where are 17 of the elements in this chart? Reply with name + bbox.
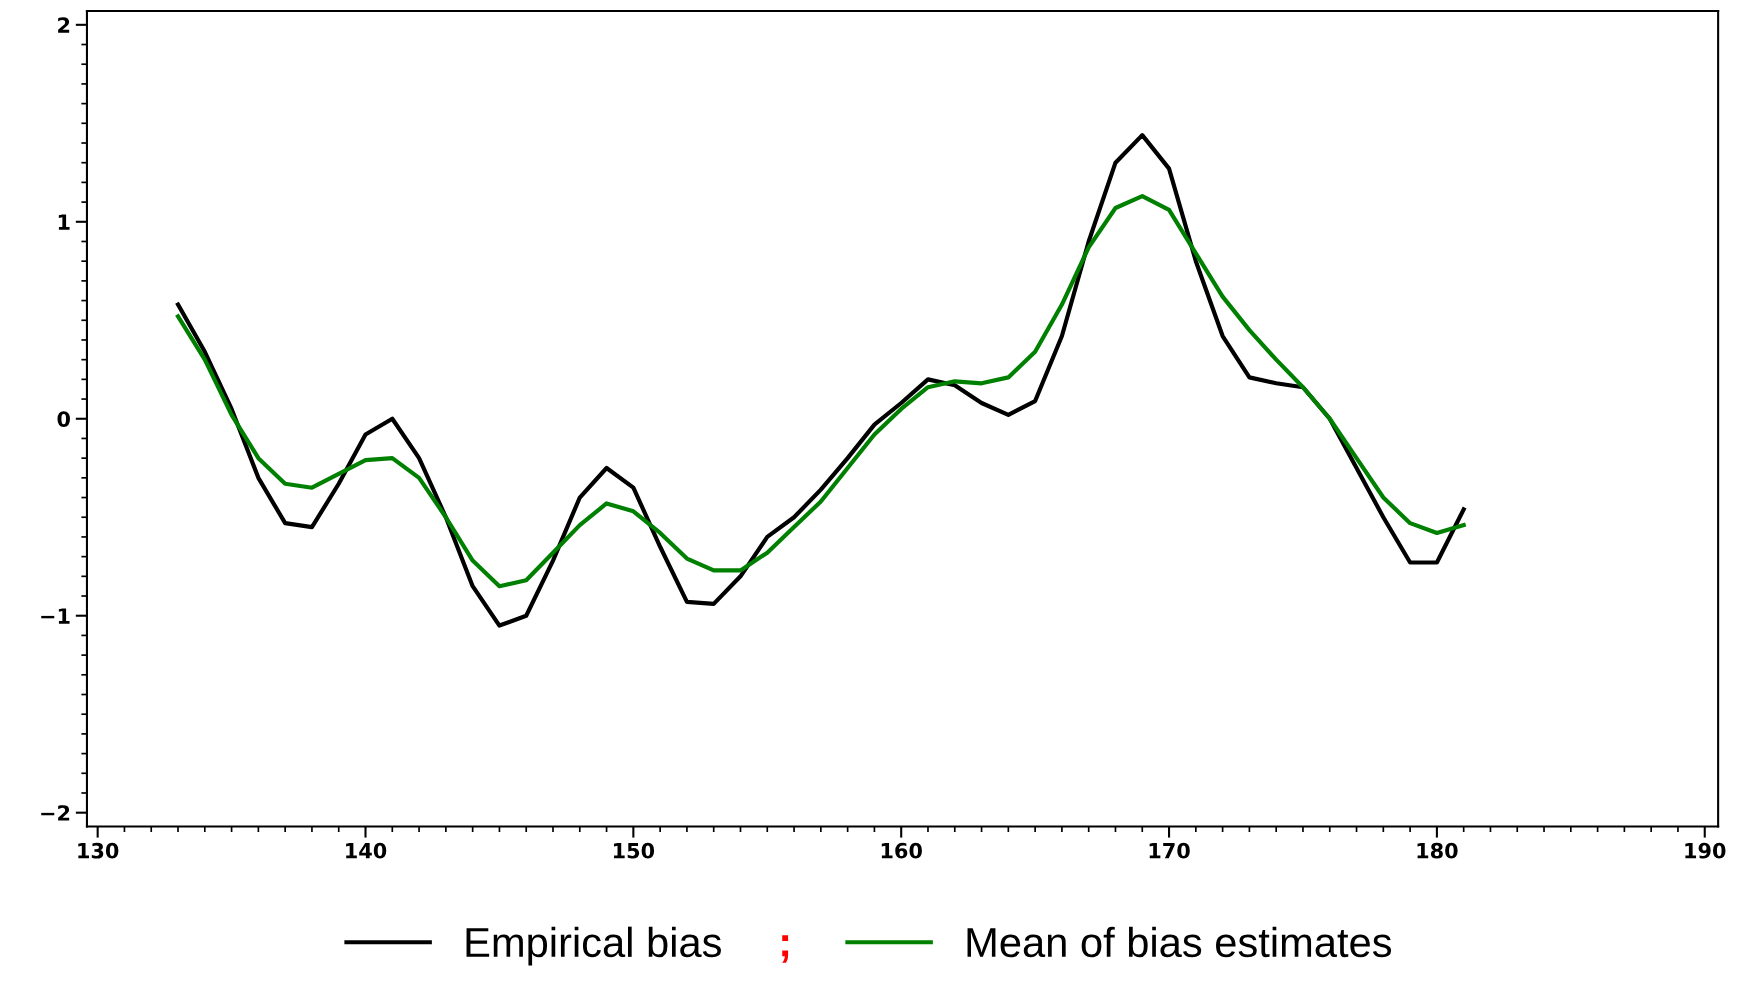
y-tick-label: 1 xyxy=(58,214,70,230)
legend-label: Mean of bias estimates xyxy=(967,926,1392,958)
x-tick-label: 150 xyxy=(613,842,655,859)
x-tick-label: 170 xyxy=(1149,842,1190,859)
text: ; xyxy=(782,935,789,963)
x-tick-label: 190 xyxy=(1685,842,1726,859)
x-tick-label: 180 xyxy=(1417,842,1458,859)
x-tick-label: 130 xyxy=(78,842,119,859)
line-series xyxy=(175,133,1466,628)
line-series xyxy=(175,194,1466,589)
legend-label: Empirical bias xyxy=(466,926,721,966)
x-tick-label: 140 xyxy=(346,842,387,859)
y-tick-label: 2 xyxy=(58,17,70,33)
x-tick-label: 160 xyxy=(881,842,922,859)
y-tick-label: 0 xyxy=(57,411,70,427)
y-tick-label: −1 xyxy=(41,608,70,624)
y-tick-label: −2 xyxy=(41,805,70,821)
